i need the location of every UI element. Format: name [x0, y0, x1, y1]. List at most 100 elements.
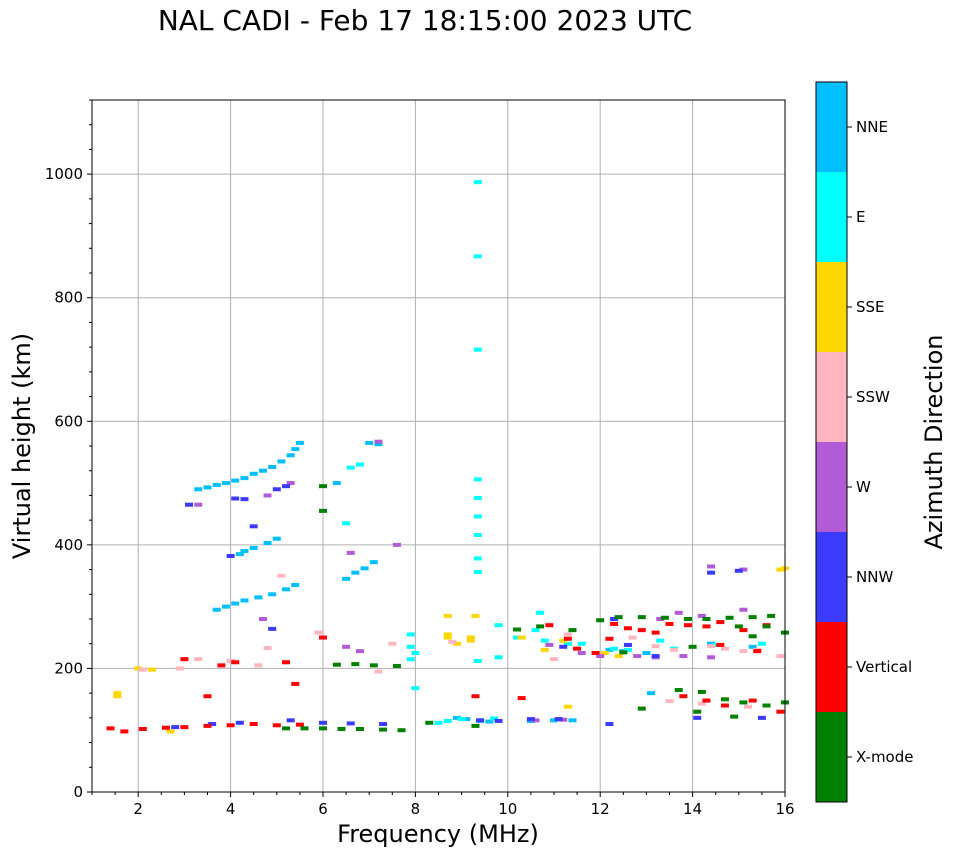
echo-point-nne [258, 468, 267, 473]
echo-point-vertical [563, 636, 572, 641]
echo-point-x-mode [693, 709, 702, 714]
colorbar-frame [815, 81, 848, 803]
echo-point-nne [221, 481, 230, 486]
echo-point-w [656, 617, 665, 621]
echo-point-nne [568, 718, 577, 723]
echo-point-e [577, 641, 586, 646]
echo-point-sse [466, 638, 475, 643]
echo-point-ssw [707, 644, 716, 649]
echo-point-x-mode [319, 508, 327, 513]
y-axis-label: Virtual height (km) [8, 333, 36, 559]
echo-point-sse [113, 694, 122, 699]
echo-point-nne [291, 583, 300, 588]
colorbar-tick-label: W [856, 478, 871, 496]
echo-point-e [473, 477, 482, 482]
echo-point-e [610, 646, 619, 651]
echo-point-x-mode [767, 613, 776, 618]
echo-point-nnw [286, 718, 295, 723]
echo-point-vertical [138, 726, 147, 731]
colorbar-tick-label: Vertical [856, 658, 912, 676]
echo-point-vertical [623, 626, 632, 631]
echo-point-ssw [665, 699, 674, 704]
echo-point-nnw [757, 715, 766, 720]
x-tick-label: 16 [775, 800, 794, 818]
colorbar-tick-label: X-mode [856, 748, 913, 766]
echo-point-nnw [185, 502, 194, 507]
echo-point-vertical [295, 722, 304, 727]
echo-point-x-mode [688, 644, 697, 649]
echo-point-vertical [716, 642, 725, 647]
echo-point-x-mode [379, 727, 388, 732]
y-tick-label: 400 [54, 536, 83, 554]
echo-point-x-mode [596, 618, 605, 623]
echo-point-nne [231, 601, 240, 606]
echo-point-nne [291, 447, 300, 452]
echo-point-vertical [471, 694, 480, 699]
echo-point-vertical [231, 660, 240, 665]
echo-points [106, 180, 789, 734]
y-axis-ticks: 0 200 400 600 800 1000 [45, 99, 92, 801]
echo-point-nne [249, 471, 258, 476]
echo-point-x-mode [392, 663, 401, 668]
echo-point-x-mode [748, 615, 757, 620]
echo-point-w [679, 654, 688, 659]
echo-point-x-mode [337, 726, 346, 731]
y-tick-label: 0 [73, 783, 83, 801]
echo-point-sse [452, 641, 461, 646]
echo-point-nne [365, 440, 374, 445]
echo-point-e [494, 655, 503, 660]
echo-point-nne [485, 719, 494, 724]
echo-point-e [473, 532, 482, 537]
echo-point-nne [254, 595, 263, 600]
echo-point-nne [194, 487, 203, 492]
echo-point-vertical [203, 694, 212, 699]
echo-point-e [473, 659, 482, 664]
echo-point-x-mode [282, 726, 291, 731]
echo-point-w [545, 642, 554, 647]
echo-point-vertical [180, 725, 189, 730]
echo-point-vertical [591, 650, 600, 655]
echo-point-sse [614, 654, 623, 659]
echo-point-x-mode [614, 615, 623, 620]
echo-point-e [406, 657, 415, 662]
echo-point-w [739, 607, 748, 612]
echo-point-vertical [605, 636, 614, 641]
echo-point-vertical [161, 725, 170, 730]
echo-point-nne [272, 536, 281, 541]
echo-point-e [489, 716, 498, 721]
echo-point-sse [443, 635, 452, 640]
echo-point-nne [707, 641, 716, 646]
echo-point-nne [235, 552, 244, 557]
echo-point-vertical [651, 630, 660, 635]
echo-point-nne [452, 715, 461, 720]
echo-point-nne [342, 576, 351, 581]
echo-point-sse [443, 613, 452, 618]
azimuth-colorbar: X-mode Vertical NNW W SSW SSE E NNE [815, 81, 913, 803]
echo-point-nne [642, 650, 651, 655]
echo-point-x-mode [332, 662, 341, 667]
echo-point-ssw [739, 649, 748, 654]
echo-point-x-mode [471, 723, 480, 728]
colorbar-segment [816, 532, 847, 622]
echo-point-w [739, 567, 748, 572]
echo-point-x-mode [762, 703, 771, 708]
echo-point-nnw [346, 721, 355, 726]
echo-point-nnw [707, 570, 716, 575]
echo-point-ssw [628, 635, 637, 640]
echo-point-nne [212, 607, 221, 612]
echo-point-x-mode [702, 617, 711, 621]
echo-point-x-mode [300, 726, 309, 731]
colorbar-segment [816, 712, 847, 802]
echo-point-e [540, 638, 549, 643]
echo-point-ssw [263, 646, 272, 651]
echo-point-e [513, 635, 522, 640]
colorbar-tick-label: SSE [856, 298, 885, 316]
echo-point-nnw [693, 715, 702, 720]
echo-point-nne [462, 717, 471, 722]
echo-point-e [411, 650, 420, 655]
echo-point-x-mode [369, 663, 378, 668]
echo-point-e [623, 647, 632, 652]
echo-point-w [577, 650, 586, 655]
echo-point-x-mode [397, 728, 406, 733]
